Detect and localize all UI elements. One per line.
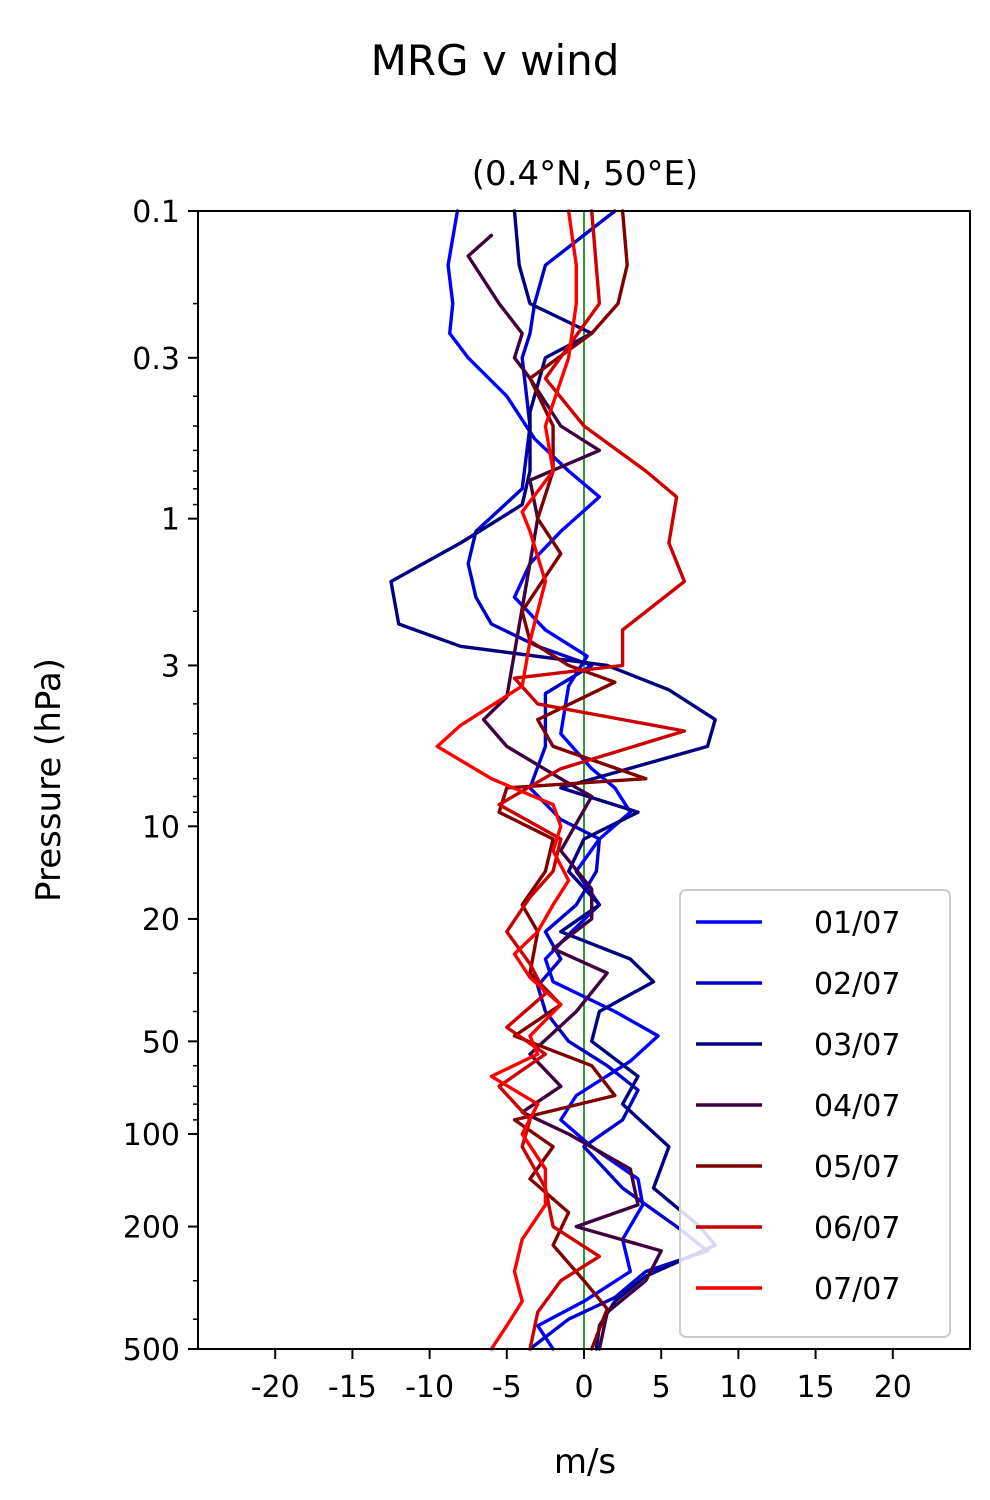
series-layer	[389, 209, 717, 1351]
series-line-5	[497, 209, 648, 1351]
legend-label[interactable]: 06/07	[814, 1211, 900, 1246]
legend-label[interactable]: 02/07	[814, 967, 900, 1002]
y-tick-label: 20	[142, 903, 180, 938]
legend-label[interactable]: 04/07	[814, 1089, 900, 1124]
y-tick-label: 50	[142, 1025, 180, 1060]
x-tick-label: 5	[652, 1370, 671, 1405]
legend-label[interactable]: 07/07	[814, 1272, 900, 1307]
y-tick-label: 10	[142, 810, 180, 845]
x-tick-label: -20	[251, 1370, 300, 1405]
y-tick-label: 500	[123, 1333, 180, 1368]
x-tick-label: 0	[574, 1370, 593, 1405]
x-tick-label: -10	[405, 1370, 454, 1405]
legend-label[interactable]: 05/07	[814, 1150, 900, 1185]
series-line-3	[389, 209, 717, 1351]
legend-label[interactable]: 01/07	[814, 906, 900, 941]
y-axis-ticks: 0.1 0.3 1 3 10 20 50 100 200 500	[123, 195, 198, 1368]
legend[interactable]: 01/07 02/07 03/07 04/07 05/07 06/07 07/07	[679, 889, 951, 1338]
chart-subtitle: (0.4°N, 50°E)	[472, 154, 698, 194]
y-tick-label: 0.3	[132, 342, 180, 377]
chart-title: MRG v wind	[371, 36, 620, 85]
y-tick-label: 1	[161, 503, 180, 538]
series-line-2	[466, 209, 710, 1351]
x-tick-label: 20	[874, 1370, 912, 1405]
x-axis-label: m/s	[554, 1442, 616, 1482]
legend-box	[679, 889, 951, 1338]
y-tick-label: 3	[161, 649, 180, 684]
x-tick-label: -15	[328, 1370, 377, 1405]
x-axis-ticks: -20 -15 -10 -5 0 5 10 15 20	[251, 1349, 912, 1405]
y-tick-label: 100	[123, 1118, 180, 1153]
x-tick-label: -5	[492, 1370, 522, 1405]
x-tick-label: 10	[719, 1370, 757, 1405]
y-tick-label: 200	[123, 1211, 180, 1246]
legend-label[interactable]: 03/07	[814, 1028, 900, 1063]
series-line-7	[435, 209, 578, 1351]
x-tick-label: 15	[797, 1370, 835, 1405]
y-tick-label: 0.1	[132, 195, 180, 230]
y-axis-label: Pressure (hPa)	[29, 658, 69, 902]
